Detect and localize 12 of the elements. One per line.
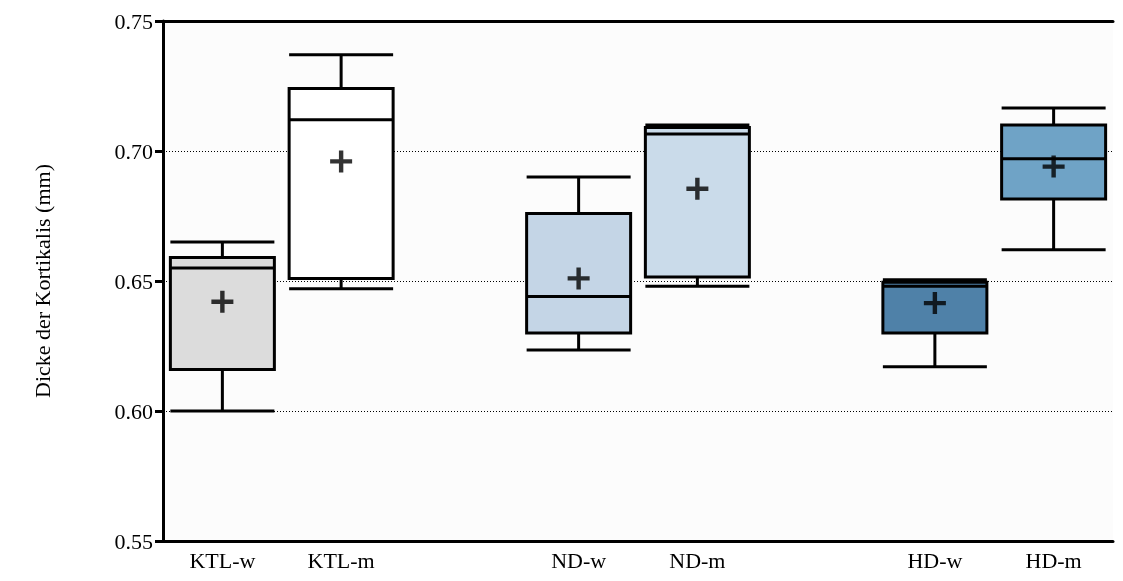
y-tick-label: 0.75 (114, 8, 153, 34)
x-tick-label: ND-w (551, 547, 607, 573)
x-tick-label: ND-m (669, 547, 726, 573)
y-tick-label: 0.55 (114, 528, 153, 554)
x-tick-label: KTL-w (189, 547, 256, 573)
y-tick-label: 0.65 (114, 268, 153, 294)
y-tick-label: 0.60 (114, 398, 153, 424)
x-tick-label: KTL-m (307, 547, 375, 573)
y-axis-title: Dicke der Kortikalis (mm) (29, 164, 55, 398)
y-tick-label: 0.70 (114, 138, 153, 164)
x-tick-label: HD-m (1025, 547, 1082, 573)
x-tick-label: HD-w (907, 547, 963, 573)
